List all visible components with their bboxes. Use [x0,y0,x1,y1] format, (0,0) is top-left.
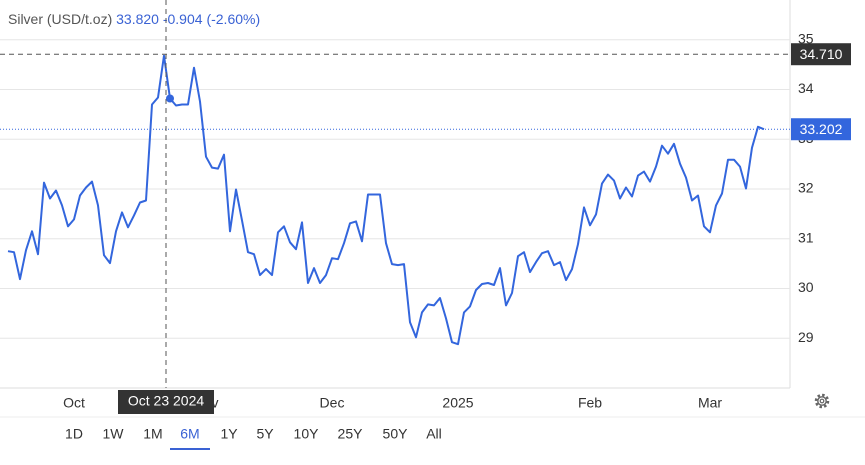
quote-change: -0.904 [163,11,203,27]
y-tick-label: 34 [798,80,814,96]
line-series [7,54,765,346]
range-button[interactable]: 25Y [338,426,364,442]
x-tick-label: Mar [698,395,722,411]
last-price-box [791,118,851,141]
range-button-label: 6M [180,426,199,442]
quote-change-percent: (-2.60%) [206,11,260,27]
high-label: 34.710 [800,46,843,62]
hover-point [166,94,174,103]
y-tick-label: 35 [798,30,814,46]
chart-title: Silver (USD/t.oz) [8,11,112,27]
range-button-label: 50Y [383,426,409,442]
range-button-label: 1D [65,426,83,442]
range-button-label: 1W [103,426,125,442]
crosshair-label: Oct 23 2024 [128,393,204,409]
x-tick-label: 2025 [442,395,473,411]
quote-price: 33.820 [116,11,159,27]
y-tick-label: 32 [798,180,814,196]
x-tick-label: Feb [578,395,602,411]
gear-hole [819,398,825,404]
x-tick-label: Dec [320,395,345,411]
range-button-label: 1Y [220,426,238,442]
range-button[interactable]: 6M [170,426,210,450]
last-price-label: 33.202 [800,121,843,137]
settings-button[interactable] [814,393,830,409]
high-box [791,43,851,66]
gear-body [817,396,827,406]
range-button-label: 1M [143,426,162,442]
range-button-label: 10Y [294,426,320,442]
range-button[interactable]: 1M [143,426,162,442]
crosshair-box [118,390,214,414]
gear-teeth [814,393,830,409]
range-button-label: 5Y [256,426,274,442]
range-button[interactable]: 10Y [294,426,320,442]
range-button[interactable]: 50Y [383,426,409,442]
y-tick-label: 30 [798,279,814,295]
x-tick-label: Oct [63,395,85,411]
y-tick-label: 31 [798,229,814,245]
range-button[interactable]: 1W [103,426,125,442]
header: Silver (USD/t.oz) 33.820 -0.904 (-2.60%) [8,11,260,27]
y-tick-label: 29 [798,329,814,345]
range-button[interactable]: 5Y [256,426,274,442]
range-button[interactable]: 1D [65,426,83,442]
range-button[interactable]: 1Y [220,426,238,442]
range-button-label: All [426,426,442,442]
range-button[interactable]: All [426,426,442,442]
range-button-label: 25Y [338,426,364,442]
